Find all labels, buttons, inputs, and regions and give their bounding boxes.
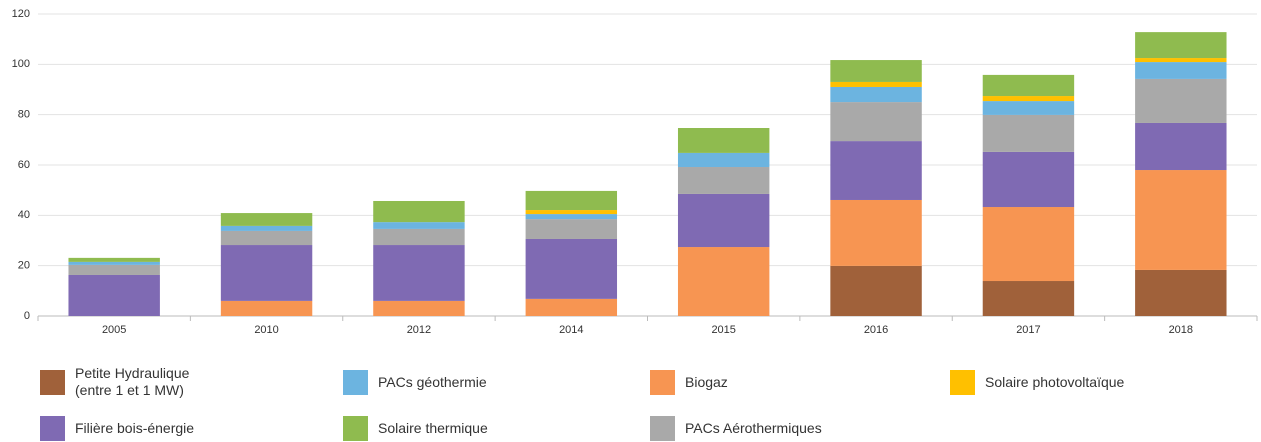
bar-segment (830, 60, 922, 82)
bar-segment (982, 96, 1075, 102)
y-tick-label: 0 (24, 310, 30, 322)
bar-segment (68, 264, 160, 275)
legend-item: PACs Aérothermiques (650, 414, 822, 442)
legend-label: PACs géothermie (378, 373, 487, 390)
bar-segment (220, 245, 313, 301)
bar-segment (982, 151, 1075, 208)
bar-segment (68, 261, 160, 265)
bar-segment (525, 238, 618, 299)
bar-segment (1135, 170, 1227, 270)
bar-segment (1135, 62, 1227, 79)
bar-segment (373, 228, 465, 246)
bar-segment (830, 199, 922, 266)
bar-segment (830, 102, 922, 142)
legend-swatch (650, 415, 675, 441)
bar-segment (830, 141, 922, 200)
bar-segment (373, 222, 465, 229)
legend-swatch (40, 369, 65, 395)
y-tick-label: 80 (18, 109, 30, 121)
legend-label: Solaire photovoltaïque (985, 373, 1125, 390)
bar-segment (1135, 122, 1227, 171)
bar-segment (373, 200, 465, 223)
y-tick-label: 20 (18, 260, 30, 272)
legend-item: Solaire thermique (343, 414, 488, 442)
x-tick-label: 2010 (254, 324, 278, 336)
legend-item: Filière bois-énergie (40, 414, 194, 442)
legend-item: Solaire photovoltaïque (950, 368, 1124, 396)
legend-swatch (650, 369, 675, 395)
bar-segment (1135, 58, 1227, 63)
bar-segment (525, 210, 618, 215)
bar-segment (525, 190, 618, 211)
y-tick-label: 100 (12, 58, 30, 70)
bar-segment (982, 114, 1075, 152)
x-tick-label: 2012 (407, 324, 431, 336)
legend-label: Petite Hydraulique (entre 1 et 1 MW) (75, 365, 190, 398)
y-tick-label: 120 (12, 8, 30, 20)
legend-swatch (40, 415, 65, 441)
bar-segment (525, 298, 618, 316)
legend-swatch (343, 369, 368, 395)
bar-segment (677, 247, 770, 316)
bar-segment (220, 230, 313, 246)
legend-label: Filière bois-énergie (75, 419, 195, 436)
bar-segment (677, 193, 770, 248)
bar-segment (373, 300, 465, 316)
bar-segment (525, 219, 618, 239)
legend-label: Biogaz (685, 373, 728, 390)
legend-item: Petite Hydraulique (entre 1 et 1 MW) (40, 365, 190, 398)
y-tick-label: 40 (18, 209, 30, 221)
bar-segment (68, 257, 160, 262)
y-tick-label: 60 (18, 159, 30, 171)
bar-segment (220, 225, 313, 231)
legend-item: PACs géothermie (343, 368, 487, 396)
x-tick-label: 2015 (711, 324, 735, 336)
legend-item: Biogaz (650, 368, 728, 396)
bar-segment (677, 128, 770, 153)
legend: Petite Hydraulique (entre 1 et 1 MW) PACs… (0, 360, 1261, 442)
bar-segment (830, 81, 922, 87)
x-tick-label: 2005 (102, 324, 126, 336)
bar-segment (677, 167, 770, 194)
bar-segment (220, 213, 313, 226)
bar-segment (68, 274, 160, 316)
bar-segment (1135, 78, 1227, 123)
legend-label: Solaire thermique (378, 419, 488, 436)
bar-segment (830, 265, 922, 316)
x-tick-label: 2016 (864, 324, 888, 336)
bar-segment (373, 245, 465, 301)
x-tick-label: 2018 (1169, 324, 1193, 336)
bar-segment (982, 101, 1075, 115)
chart: 0 20 40 60 80 100 120 2005 2010 2012 2014 2015 2016 2… (12, 8, 1258, 336)
bar-segment (982, 207, 1075, 282)
bar-segment (677, 152, 770, 168)
x-tick-label: 2017 (1016, 324, 1040, 336)
bar-segment (1135, 269, 1227, 316)
legend-swatch (343, 415, 368, 441)
bar-segment (1135, 32, 1227, 59)
bar-segment (982, 74, 1075, 97)
bar-segment (830, 86, 922, 103)
bar-segment (220, 300, 313, 316)
bar-segment (525, 214, 618, 220)
bar-segment (982, 281, 1075, 316)
legend-label: PACs Aérothermiques (685, 419, 822, 436)
legend-swatch (950, 369, 975, 395)
x-tick-label: 2014 (559, 324, 583, 336)
